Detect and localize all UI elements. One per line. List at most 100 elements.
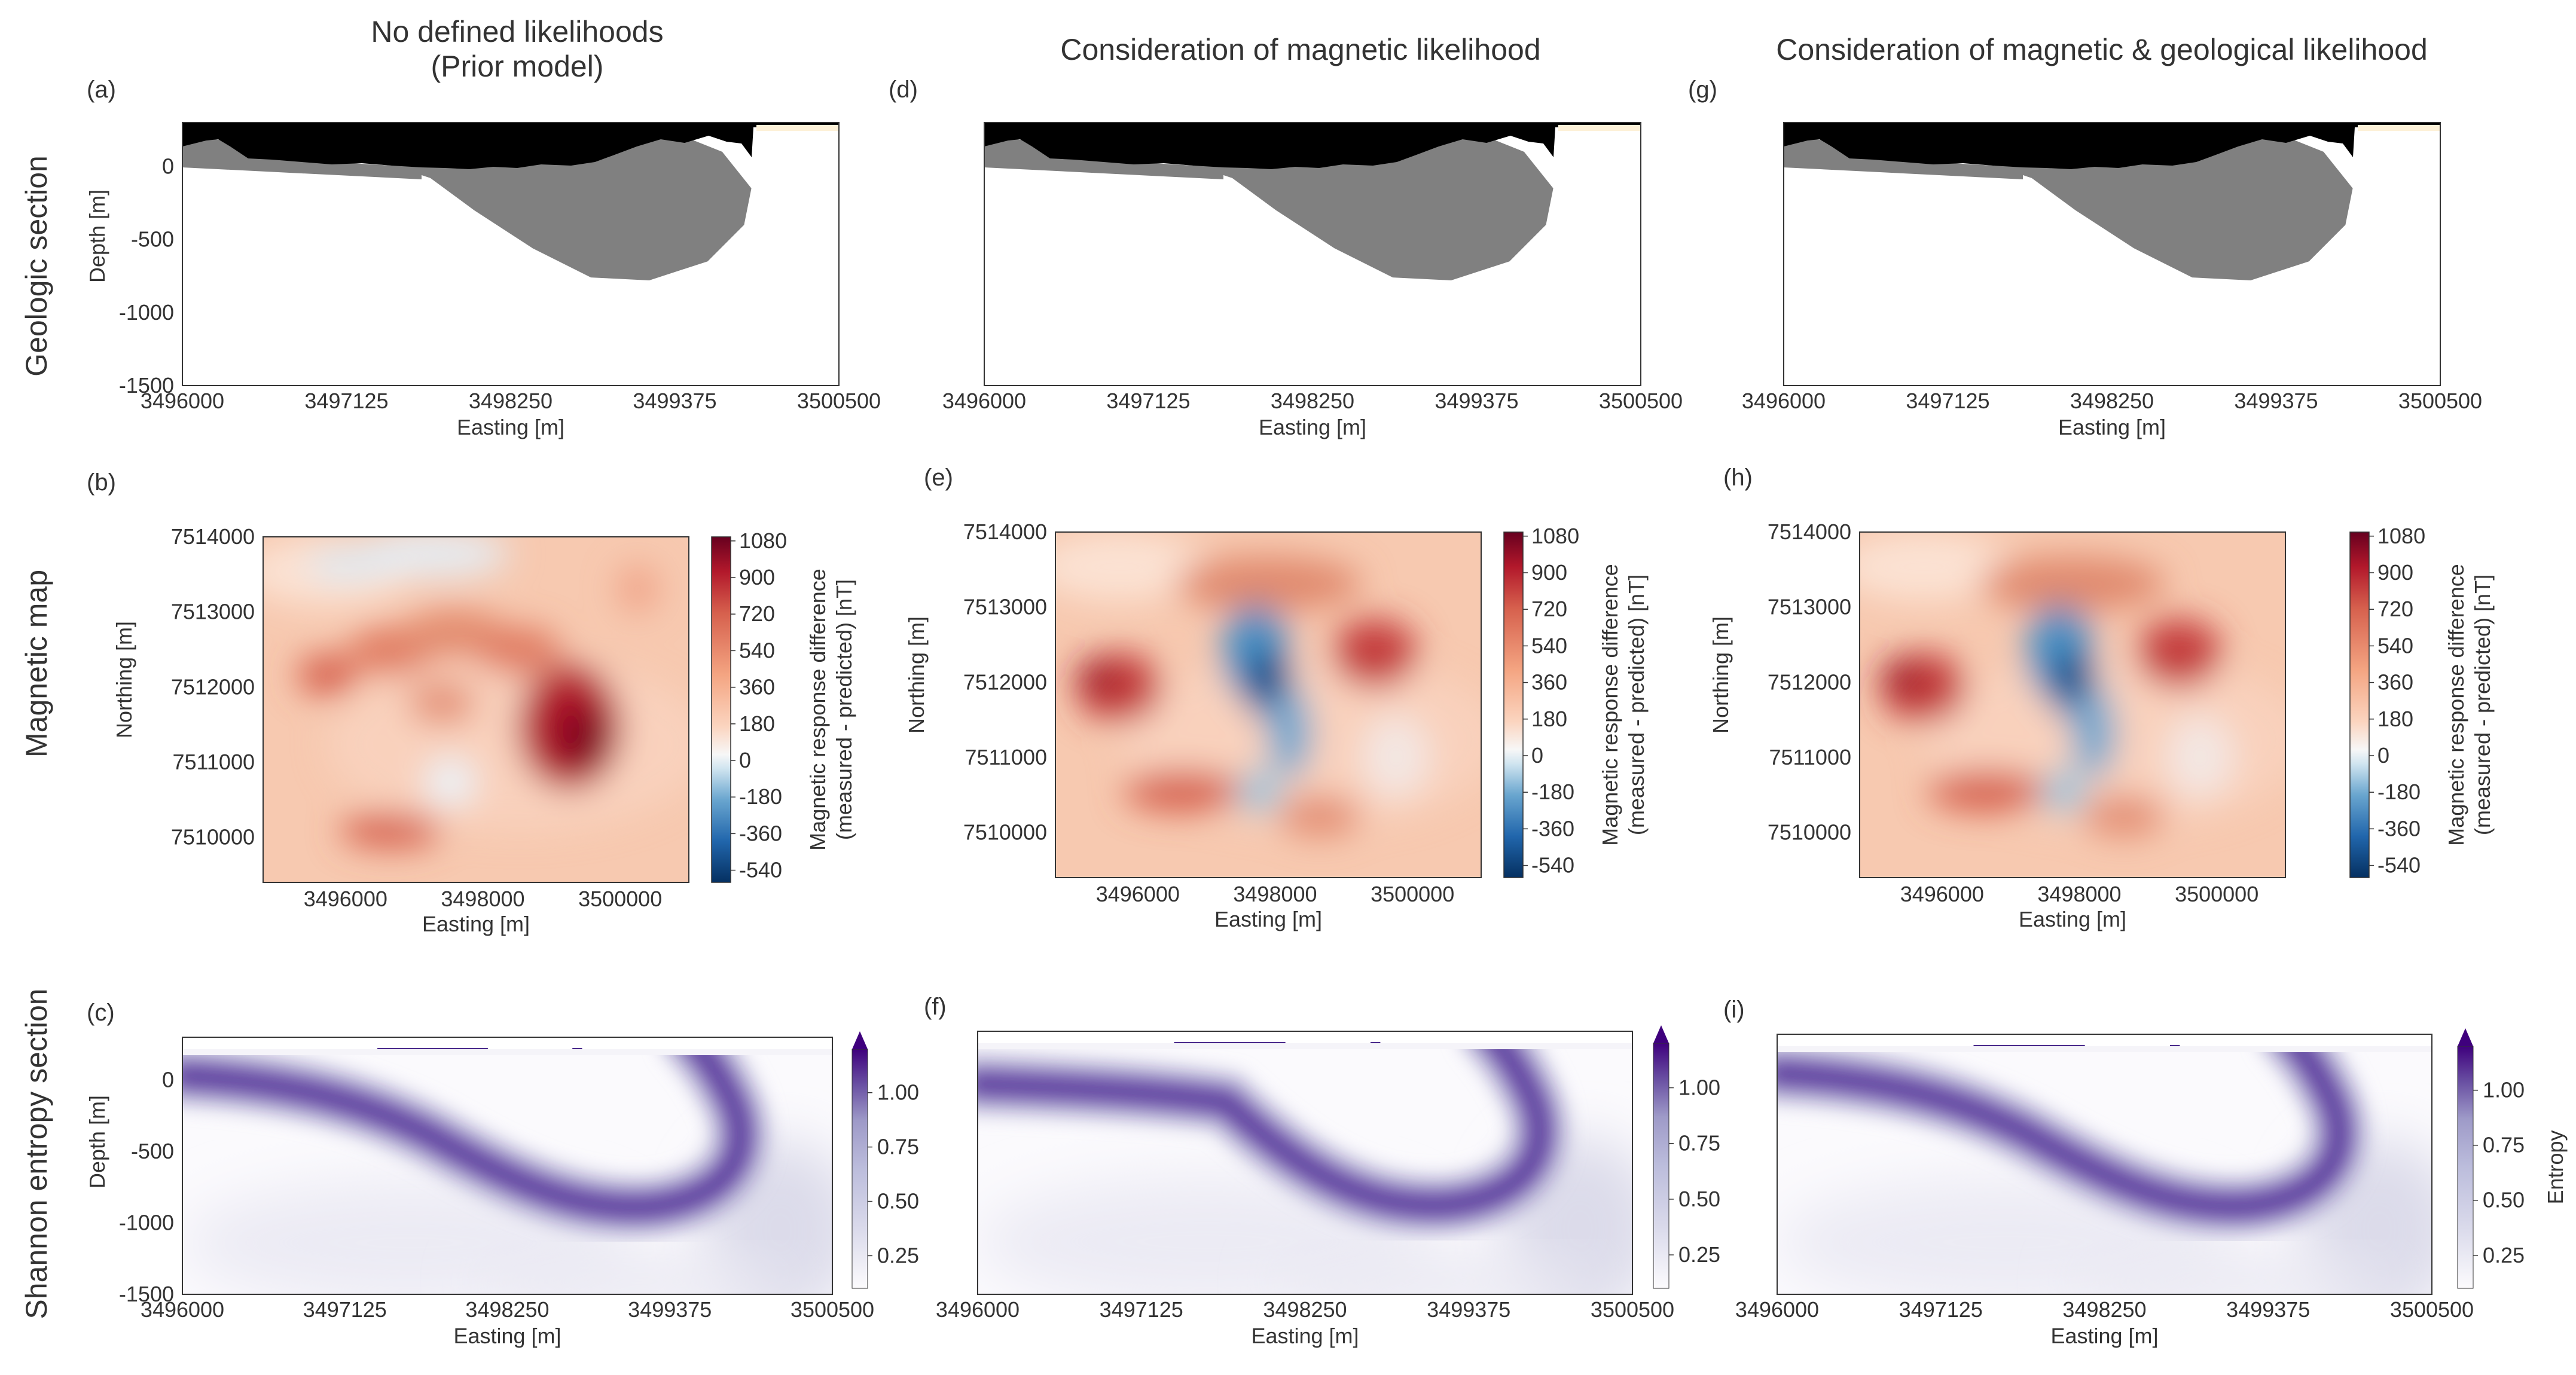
y-tick-label: -1000 [119, 1211, 174, 1235]
axes-frame [1783, 122, 2441, 386]
intrusion-unit [984, 134, 1553, 280]
positive-anomaly [1881, 659, 1924, 695]
colorbar [2349, 531, 2370, 878]
colorbar-tick-label: 0.50 [877, 1189, 919, 1214]
y-tick-label: 7510000 [963, 820, 1047, 845]
colorbar [1503, 531, 1524, 878]
x-tick-label: 3500500 [2398, 389, 2482, 413]
colorbar-tick-label: 0.50 [1678, 1187, 1720, 1211]
x-tick-label: 3497125 [1899, 1297, 1983, 1322]
y-axis-label: Northing [m] [1708, 616, 1733, 734]
colorbar-label: Magnetic response difference [2444, 564, 2468, 846]
x-tick-label: 3499375 [628, 1297, 712, 1322]
axes-frame [263, 536, 689, 883]
anomaly-blobs [263, 537, 689, 848]
diffuse-uncertainty [2071, 1255, 2400, 1294]
positive-anomaly [1979, 556, 2166, 612]
x-tick-label: 3496000 [942, 389, 1026, 413]
surface-strip [182, 1049, 832, 1055]
surface-strip [978, 1043, 1632, 1049]
x-axis-label: Easting [m] [457, 415, 564, 439]
colorbar-tick-label: 0 [739, 748, 751, 772]
x-tick-label: 3498000 [1233, 882, 1317, 906]
y-tick-label: 7513000 [963, 595, 1047, 619]
contact-uncertainty-band [978, 1031, 1551, 1217]
colorbar [711, 536, 731, 883]
column-title: Consideration of magnetic likelihood [1060, 33, 1540, 66]
x-tick-label: 3496000 [1096, 882, 1180, 906]
axes-frame [182, 122, 840, 386]
entropy-section-panel: (c) 3496000 3497125 3498250 3499375 3500500 Ea… [85, 1000, 919, 1348]
colorbar-tick-label: 720 [2377, 597, 2413, 621]
x-axis-label: Easting [m] [422, 912, 530, 936]
colorbar-extend-arrow [852, 1031, 868, 1049]
x-tick-label: 3496000 [1742, 389, 1826, 413]
y-tick-label: -1500 [119, 373, 174, 398]
y-tick-label: 0 [162, 154, 174, 178]
x-tick-label: 3500000 [578, 887, 662, 911]
colorbar-extend-arrow [1653, 1025, 1669, 1043]
diffuse-uncertainty [475, 1255, 800, 1294]
y-axis-label: Northing [m] [904, 616, 929, 734]
x-tick-label: 3497125 [303, 1297, 387, 1322]
x-tick-label: 3500500 [1599, 389, 1683, 413]
row-title: Magnetic map [20, 570, 53, 757]
contact-uncertainty-band [182, 1037, 752, 1219]
panel-label: (h) [1723, 465, 1753, 491]
negative-anomaly [2055, 656, 2090, 698]
positive-anomaly [1123, 770, 1243, 812]
anomaly-blobs [1055, 532, 1481, 836]
colorbar-tick-label: 900 [1531, 560, 1567, 585]
intrusion-unit [182, 134, 752, 280]
y-tick-label: 7510000 [171, 825, 255, 850]
x-tick-label: 3498250 [2062, 1297, 2146, 1322]
colorbar-tick-label: -180 [1531, 780, 1574, 804]
y-tick-label: 7511000 [173, 750, 255, 774]
anomaly-blobs [1860, 532, 2285, 836]
y-tick-label: 7513000 [171, 600, 255, 624]
colorbar-tick-label: 180 [739, 711, 775, 736]
x-tick-label: 3498250 [465, 1297, 549, 1322]
negative-anomaly [306, 547, 391, 582]
y-tick-label: 7511000 [1769, 745, 1851, 769]
row-title: Shannon entropy section [20, 988, 53, 1319]
geologic-section-panel: (a) 3496000 3497125 3498250 3499375 3500500 Ea… [85, 77, 881, 439]
colorbar-tick-label: 0.50 [2483, 1188, 2525, 1212]
colorbar-tick-label: 1.00 [2483, 1078, 2525, 1102]
panel-label: (c) [87, 1000, 115, 1026]
negative-anomaly [1251, 656, 1286, 698]
x-tick-label: 3500500 [797, 389, 881, 413]
x-tick-label: 3499375 [1434, 389, 1518, 413]
anomaly-field [263, 537, 689, 882]
geologic-section-panel: (g) 3496000 3497125 3498250 3499375 3500500 Ea… [1688, 77, 2482, 439]
y-tick-label: -1000 [119, 300, 174, 325]
background-patch [1362, 715, 1430, 799]
colorbar-label: (measured - predicted) [nT] [1624, 575, 1649, 835]
positive-anomaly [1174, 556, 1362, 612]
colorbar-tick-label: -540 [2377, 853, 2421, 878]
x-axis-label: Easting [m] [1251, 1324, 1359, 1348]
negative-anomaly [425, 757, 477, 806]
positive-anomaly [2136, 618, 2222, 688]
background-patch [1055, 532, 1205, 601]
positive-anomaly [557, 706, 608, 769]
surface-strip [1777, 1046, 2432, 1052]
colorbar-tick-label: -180 [739, 784, 782, 809]
x-tick-label: 3500500 [2390, 1297, 2474, 1322]
anomaly-field [1055, 532, 1481, 878]
positive-anomaly [476, 627, 561, 676]
positive-anomaly [1927, 770, 2047, 812]
colorbar-tick-label: 0.25 [1678, 1242, 1720, 1267]
colorbar-tick-label: -540 [1531, 853, 1574, 878]
panel-label: (e) [924, 465, 953, 491]
topography-cover [984, 123, 1641, 169]
entropy-section-panel: (f) 3496000 3497125 3498250 3499375 3500500 Ea… [924, 994, 1720, 1348]
colorbar-tick-label: 0.75 [1678, 1131, 1720, 1156]
x-tick-label: 3497125 [1906, 389, 1989, 413]
colorbar-tick-label: 360 [2377, 670, 2413, 695]
x-tick-label: 3500500 [790, 1297, 874, 1322]
panel-label: (i) [1723, 997, 1745, 1023]
axes-frame [984, 122, 1641, 386]
colorbar-label: Magnetic response difference [805, 569, 830, 851]
y-tick-label: 7510000 [1768, 820, 1851, 845]
